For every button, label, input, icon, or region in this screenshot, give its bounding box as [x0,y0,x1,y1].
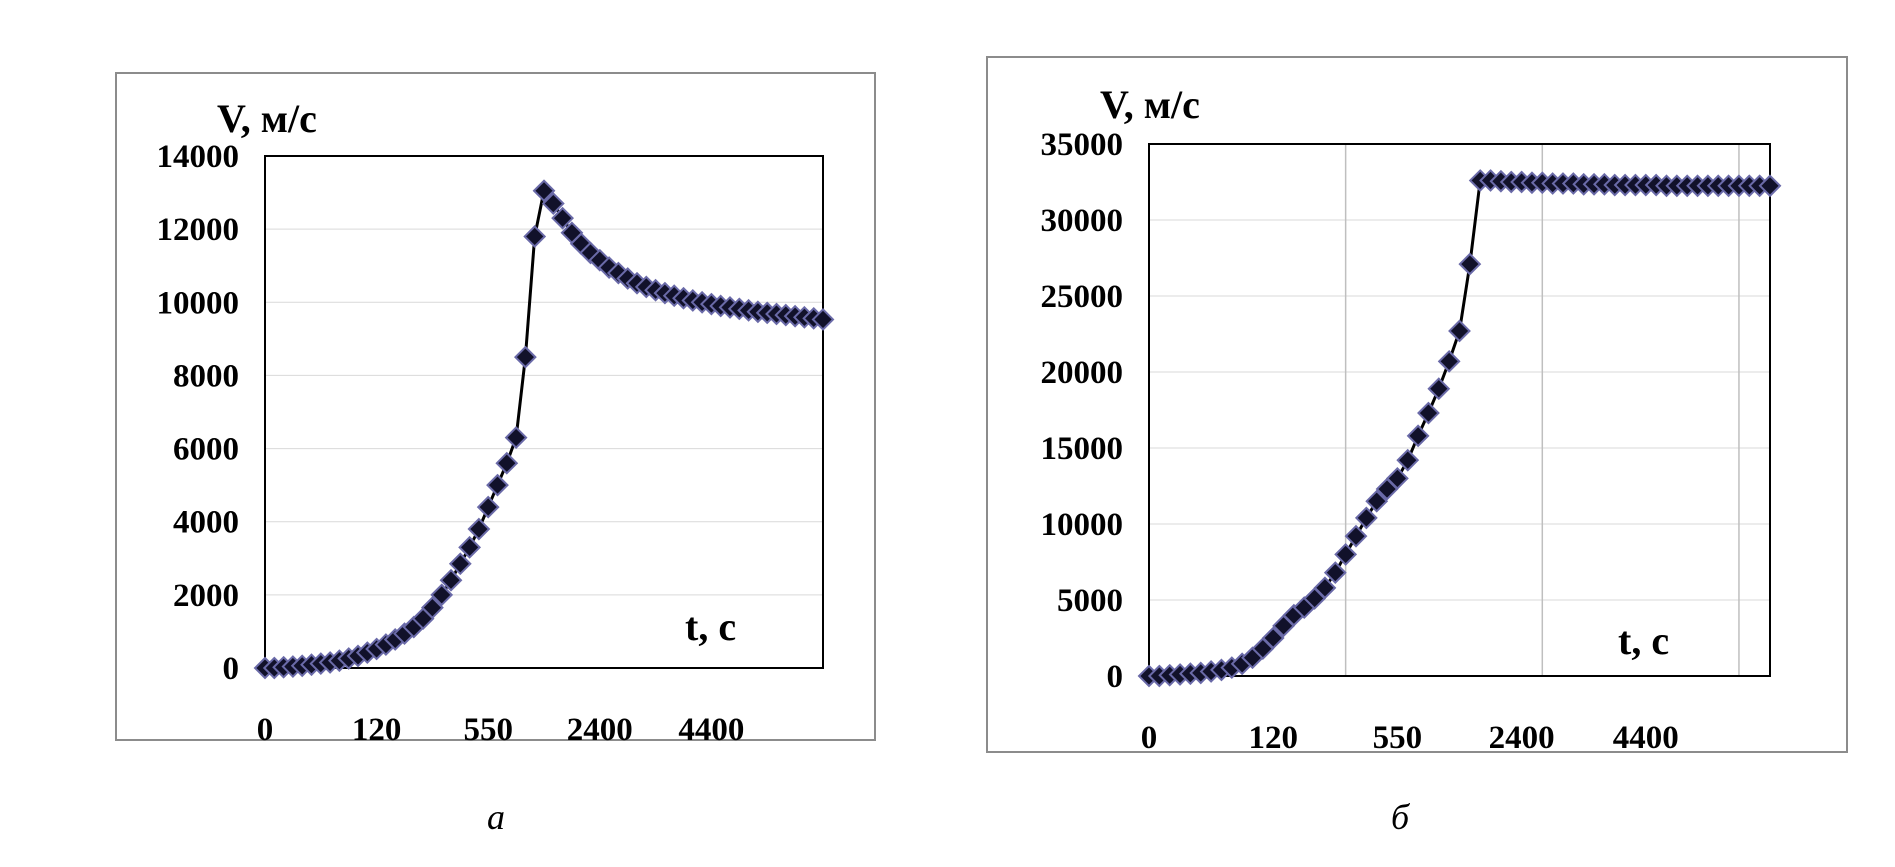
data-point-marker [1758,174,1782,198]
y-tick-label: 20000 [1041,355,1124,391]
chart-a-svg: 0 2000 4000 6000 8000 10000 12000 14000 0 120 550 2… [157,96,835,748]
data-point-marker [523,225,547,248]
data-point-marker [448,552,472,576]
caption-a: а [487,797,505,837]
x-tick-label: 550 [463,712,513,748]
y-axis-title: V, м/с [217,96,317,141]
data-point-marker [439,568,463,592]
data-point-marker [1344,524,1368,548]
y-tick-label: 25000 [1041,279,1124,315]
data-point-marker [1354,506,1378,530]
y-tick-label: 6000 [173,432,239,468]
y-tick-label: 5000 [1057,583,1123,619]
y-tick-label: 2000 [173,578,239,614]
data-point-marker [458,535,482,559]
y-tick-label: 15000 [1041,431,1124,467]
data-point-marker [811,308,835,331]
plot-area [264,155,824,669]
y-tick-label: 10000 [1041,507,1124,543]
x-tick-label: 120 [352,712,402,748]
series-line [265,187,824,670]
data-point-marker [1448,319,1471,343]
caption-b: б [1390,797,1410,837]
data-point-marker [467,517,491,541]
x-tick-label: 0 [257,712,274,748]
data-point-marker [1396,448,1420,472]
y-tick-label: 0 [223,651,240,687]
y-tick-label: 4000 [173,505,239,541]
data-point-marker [532,179,556,203]
data-point-marker [541,192,565,215]
y-axis-title: V, м/с [1100,82,1200,127]
data-point-marker [1385,466,1409,490]
data-point-marker [1406,424,1430,448]
x-axis-title: t, с [685,604,736,649]
y-tick-label: 14000 [157,139,240,175]
data-point-marker [495,451,519,475]
x-axis-title: t, с [1618,618,1669,663]
y-tick-label: 12000 [157,212,240,248]
x-tick-label: 2400 [567,712,633,748]
data-point-marker [1334,542,1358,566]
chart-b-svg: 0 5000 10000 15000 20000 25000 30000 35000 0 120 5… [1041,82,1782,756]
y-tick-label: 8000 [173,358,239,394]
x-tick-label: 550 [1373,720,1423,756]
y-tick-label: 30000 [1041,203,1124,239]
data-point-marker [551,206,575,230]
x-tick-label: 4400 [1613,720,1679,756]
data-point-marker [513,345,537,369]
data-point-marker [504,426,528,450]
data-point-marker [1323,561,1347,585]
data-point-marker [430,583,454,607]
data-point-marker [420,596,444,620]
data-point-marker [1417,401,1440,425]
x-tick-label: 2400 [1489,720,1555,756]
data-point-marker [1437,349,1461,373]
x-tick-label: 4400 [678,712,744,748]
y-tick-label: 35000 [1041,127,1124,163]
plot-area [1148,143,1771,677]
data-point-marker [476,495,500,519]
chart-panel-b: 0 5000 10000 15000 20000 25000 30000 35000 0 120 5… [986,56,1848,756]
data-point-marker [1365,489,1389,513]
data-point-marker [486,473,509,497]
x-tick-label: 0 [1141,720,1158,756]
data-point-marker [1427,377,1451,401]
data-point-marker [1313,576,1337,600]
series-line [1149,179,1770,678]
data-point-marker [1261,626,1285,650]
y-tick-label: 10000 [157,285,240,321]
data-point-marker [1458,252,1482,276]
x-tick-label: 120 [1248,720,1298,756]
y-tick-label: 0 [1107,659,1124,695]
chart-panel-a: 0 2000 4000 6000 8000 10000 12000 14000 0 120 550 2… [115,72,876,748]
